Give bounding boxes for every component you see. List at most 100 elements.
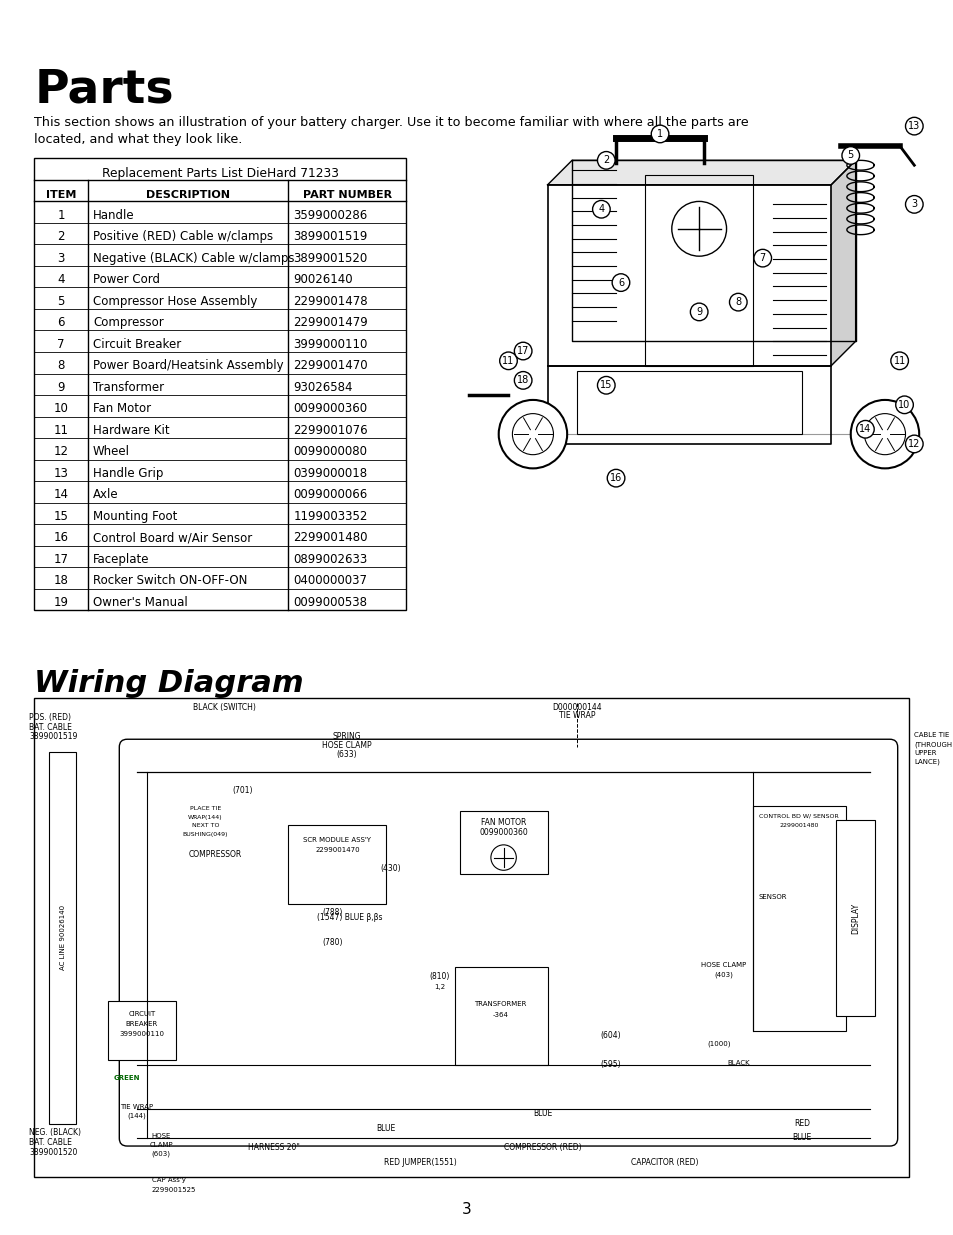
Text: 6: 6 bbox=[57, 316, 65, 330]
Text: 17: 17 bbox=[53, 553, 69, 566]
Circle shape bbox=[890, 352, 907, 369]
Text: 2299001479: 2299001479 bbox=[294, 316, 368, 330]
Text: 7: 7 bbox=[57, 337, 65, 351]
Text: Mounting Foot: Mounting Foot bbox=[92, 510, 177, 522]
Text: 2299001525: 2299001525 bbox=[152, 1187, 195, 1193]
Text: 93026584: 93026584 bbox=[294, 380, 353, 394]
Text: CLAMP: CLAMP bbox=[150, 1142, 173, 1149]
Text: WRAP(144): WRAP(144) bbox=[188, 815, 222, 820]
Bar bbox=[455, 967, 547, 1065]
Text: 13: 13 bbox=[53, 467, 69, 479]
Text: ITEM: ITEM bbox=[46, 189, 76, 200]
Text: BAT. CABLE: BAT. CABLE bbox=[30, 1139, 72, 1147]
Text: (1547) BLUE β,βs: (1547) BLUE β,βs bbox=[317, 914, 382, 923]
Text: PLACE TIE: PLACE TIE bbox=[190, 805, 221, 810]
Text: (430): (430) bbox=[380, 864, 401, 873]
Text: 12: 12 bbox=[907, 438, 920, 450]
Text: 6: 6 bbox=[618, 278, 623, 288]
Text: (595): (595) bbox=[600, 1060, 620, 1070]
Text: Compressor Hose Assembly: Compressor Hose Assembly bbox=[92, 295, 257, 308]
Text: 9: 9 bbox=[57, 380, 65, 394]
Bar bbox=[577, 370, 801, 435]
Text: Handle Grip: Handle Grip bbox=[92, 467, 163, 479]
Circle shape bbox=[729, 294, 746, 311]
Text: 1: 1 bbox=[57, 209, 65, 221]
Text: COMPRESSOR: COMPRESSOR bbox=[189, 850, 241, 858]
Text: 0099000066: 0099000066 bbox=[294, 488, 367, 501]
Text: COMPRESSOR (RED): COMPRESSOR (RED) bbox=[503, 1144, 581, 1152]
Text: DISPLAY: DISPLAY bbox=[850, 903, 860, 934]
Text: 16: 16 bbox=[53, 531, 69, 545]
Text: (701): (701) bbox=[232, 787, 253, 795]
Text: 13: 13 bbox=[907, 121, 920, 131]
Text: BAT. CABLE: BAT. CABLE bbox=[30, 722, 72, 731]
Bar bbox=[645, 175, 752, 366]
Text: (633): (633) bbox=[336, 750, 357, 760]
Text: BLACK: BLACK bbox=[726, 1060, 749, 1066]
Text: 2: 2 bbox=[57, 230, 65, 243]
Text: 2299001480: 2299001480 bbox=[294, 531, 368, 545]
Text: 15: 15 bbox=[599, 380, 612, 390]
Text: 18: 18 bbox=[517, 375, 529, 385]
Text: SCR MODULE ASS'Y: SCR MODULE ASS'Y bbox=[303, 837, 371, 844]
Text: located, and what they look like.: located, and what they look like. bbox=[34, 133, 242, 146]
Text: 0099000080: 0099000080 bbox=[294, 446, 367, 458]
Text: Circuit Breaker: Circuit Breaker bbox=[92, 337, 181, 351]
Text: 11: 11 bbox=[53, 424, 69, 437]
Text: 3: 3 bbox=[57, 252, 65, 264]
Text: 14: 14 bbox=[53, 488, 69, 501]
Circle shape bbox=[671, 201, 726, 256]
Text: Replacement Parts List DieHard 71233: Replacement Parts List DieHard 71233 bbox=[101, 167, 338, 179]
Text: Owner's Manual: Owner's Manual bbox=[92, 595, 188, 609]
Text: 3899001520: 3899001520 bbox=[294, 252, 367, 264]
Text: 2299001076: 2299001076 bbox=[294, 424, 368, 437]
Text: (780): (780) bbox=[322, 937, 342, 947]
Text: (THROUGH: (THROUGH bbox=[913, 741, 951, 747]
Text: Wiring Diagram: Wiring Diagram bbox=[34, 669, 304, 698]
Bar bbox=[49, 752, 76, 1124]
Text: 4: 4 bbox=[598, 204, 604, 214]
Text: POS. (RED): POS. (RED) bbox=[30, 713, 71, 721]
Text: 4: 4 bbox=[57, 273, 65, 287]
Circle shape bbox=[607, 469, 624, 487]
Circle shape bbox=[597, 377, 615, 394]
Text: 8: 8 bbox=[57, 359, 65, 372]
Circle shape bbox=[895, 396, 912, 414]
Text: SPRING: SPRING bbox=[333, 732, 361, 741]
Text: DESCRIPTION: DESCRIPTION bbox=[146, 189, 230, 200]
Text: 1,2: 1,2 bbox=[434, 984, 445, 989]
Text: BLUE: BLUE bbox=[791, 1134, 811, 1142]
Text: Power Cord: Power Cord bbox=[92, 273, 160, 287]
Text: CONTROL BD W/ SENSOR: CONTROL BD W/ SENSOR bbox=[759, 814, 838, 819]
Text: AC LINE 90026140: AC LINE 90026140 bbox=[59, 905, 66, 971]
Text: 3999000110: 3999000110 bbox=[294, 337, 367, 351]
Text: 2299001480: 2299001480 bbox=[779, 824, 818, 829]
Circle shape bbox=[904, 117, 923, 135]
Text: 0099000360: 0099000360 bbox=[294, 403, 367, 415]
Text: 3899001519: 3899001519 bbox=[294, 230, 367, 243]
Bar bbox=[288, 825, 386, 904]
Text: 7: 7 bbox=[759, 253, 765, 263]
Text: (403): (403) bbox=[714, 972, 732, 978]
Text: CAP Ass'y: CAP Ass'y bbox=[152, 1177, 185, 1183]
Polygon shape bbox=[830, 161, 855, 366]
Text: 17: 17 bbox=[517, 346, 529, 356]
Text: 3: 3 bbox=[461, 1202, 471, 1216]
Text: HOSE: HOSE bbox=[152, 1134, 171, 1140]
Text: HOSE CLAMP: HOSE CLAMP bbox=[322, 741, 372, 750]
Circle shape bbox=[690, 303, 707, 321]
Text: Parts: Parts bbox=[34, 68, 173, 112]
Text: 8: 8 bbox=[735, 298, 740, 308]
FancyBboxPatch shape bbox=[119, 740, 897, 1146]
Circle shape bbox=[514, 342, 532, 359]
Text: Control Board w/Air Sensor: Control Board w/Air Sensor bbox=[92, 531, 252, 545]
Circle shape bbox=[612, 274, 629, 291]
Text: 10: 10 bbox=[53, 403, 69, 415]
Circle shape bbox=[753, 249, 771, 267]
Text: Axle: Axle bbox=[92, 488, 118, 501]
Circle shape bbox=[514, 372, 532, 389]
Text: Fan Motor: Fan Motor bbox=[92, 403, 151, 415]
Text: NEXT TO: NEXT TO bbox=[192, 824, 219, 829]
Text: 11: 11 bbox=[502, 356, 514, 366]
Text: -364: -364 bbox=[492, 1011, 508, 1018]
